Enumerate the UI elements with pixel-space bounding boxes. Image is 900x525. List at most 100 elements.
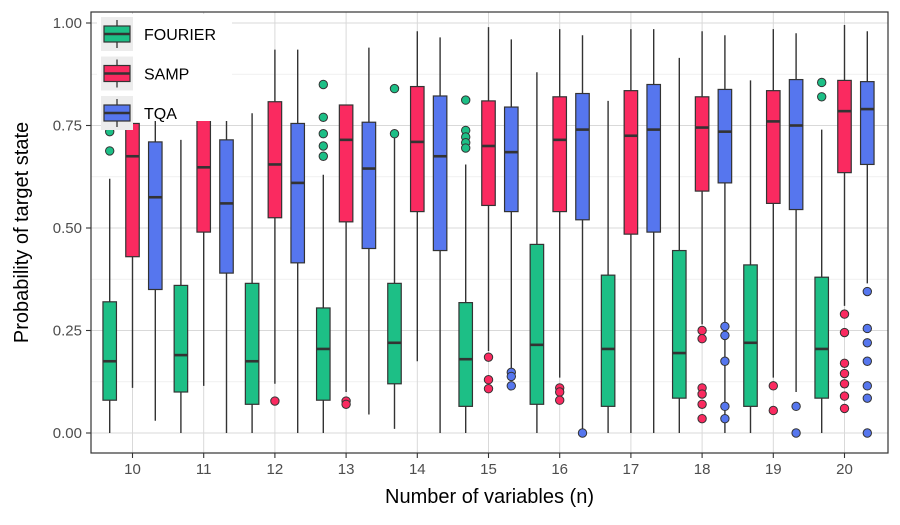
box-body bbox=[859, 81, 875, 166]
box-samp-18 bbox=[694, 31, 710, 424]
box-body bbox=[290, 122, 306, 264]
box-body bbox=[102, 301, 118, 401]
box-samp-14 bbox=[409, 31, 425, 362]
category-group-14 bbox=[387, 31, 448, 433]
category-group-17 bbox=[600, 29, 662, 433]
x-tick-label: 19 bbox=[765, 461, 782, 478]
box-body bbox=[315, 307, 331, 401]
box-body bbox=[529, 243, 545, 405]
outlier-point bbox=[318, 112, 328, 123]
outlier-point bbox=[720, 321, 730, 332]
x-tick-label: 10 bbox=[124, 461, 141, 478]
outlier-point bbox=[839, 368, 850, 379]
x-tick-label: 18 bbox=[694, 461, 711, 478]
category-group-19 bbox=[743, 29, 804, 438]
outlier-point bbox=[697, 325, 707, 336]
box-body bbox=[743, 264, 758, 407]
outlier-point bbox=[506, 381, 516, 391]
outlier-point bbox=[791, 401, 801, 412]
box-samp-17 bbox=[623, 29, 639, 433]
outlier-point bbox=[318, 129, 328, 139]
legend-item-tqa: TQA bbox=[101, 96, 177, 130]
legend-label: FOURIER bbox=[144, 27, 216, 44]
outlier-point bbox=[555, 395, 565, 405]
outlier-point bbox=[862, 381, 872, 391]
x-tick-label: 13 bbox=[338, 461, 355, 478]
box-body bbox=[432, 95, 448, 252]
outlier-point bbox=[839, 327, 850, 338]
box-body bbox=[575, 92, 590, 221]
box-body bbox=[458, 302, 474, 407]
box-body bbox=[503, 106, 519, 213]
outlier-point bbox=[817, 77, 827, 88]
outlier-point bbox=[839, 403, 850, 414]
outlier-point bbox=[389, 83, 400, 94]
panel-border bbox=[90, 11, 889, 454]
box-fourier-15 bbox=[458, 95, 474, 433]
box-fourier-13 bbox=[315, 79, 331, 433]
outlier-point bbox=[461, 143, 471, 153]
outlier-point bbox=[839, 391, 850, 401]
outlier-point bbox=[720, 401, 730, 412]
box-fourier-14 bbox=[387, 83, 402, 429]
box-body bbox=[244, 282, 260, 405]
category-group-20 bbox=[814, 25, 875, 438]
box-fourier-12 bbox=[244, 113, 260, 433]
box-samp-19 bbox=[765, 29, 781, 416]
box-body bbox=[837, 79, 852, 174]
outlier-point bbox=[555, 387, 565, 397]
box-body bbox=[481, 100, 496, 207]
box-fourier-20 bbox=[814, 77, 830, 433]
category-group-15 bbox=[458, 27, 519, 433]
outlier-point bbox=[483, 352, 494, 362]
outlier-point bbox=[791, 428, 801, 438]
outlier-point bbox=[768, 405, 778, 416]
outlier-point bbox=[720, 330, 730, 341]
outlier-point bbox=[697, 389, 707, 399]
y-tick-label: 0.25 bbox=[53, 323, 82, 340]
box-body bbox=[409, 85, 425, 213]
outlier-point bbox=[862, 428, 872, 438]
category-group-12 bbox=[244, 49, 306, 433]
legend-item-fourier: FOURIER bbox=[101, 17, 216, 51]
outlier-point bbox=[720, 356, 730, 366]
x-tick-label: 15 bbox=[480, 461, 497, 478]
outlier-point bbox=[862, 286, 872, 297]
box-tqa-15 bbox=[503, 39, 519, 391]
box-body bbox=[671, 249, 687, 399]
box-samp-13 bbox=[338, 104, 354, 409]
outlier-point bbox=[862, 393, 872, 403]
box-layer bbox=[102, 25, 875, 438]
outlier-point bbox=[506, 371, 516, 382]
box-fourier-16 bbox=[529, 72, 545, 433]
legend: FOURIER SAMP TQA bbox=[97, 14, 232, 130]
box-body bbox=[125, 122, 140, 258]
outlier-point bbox=[862, 356, 872, 366]
box-body bbox=[646, 83, 662, 233]
box-body bbox=[387, 282, 402, 385]
box-body bbox=[552, 96, 568, 213]
outlier-point bbox=[697, 334, 707, 344]
box-tqa-20 bbox=[859, 31, 875, 438]
box-body bbox=[623, 90, 639, 235]
category-group-16 bbox=[529, 29, 590, 438]
outlier-point bbox=[270, 396, 280, 406]
legend-label: SAMP bbox=[144, 67, 189, 84]
outlier-point bbox=[862, 338, 872, 348]
box-tqa-13 bbox=[361, 47, 377, 415]
outlier-point bbox=[483, 384, 494, 394]
box-body bbox=[814, 276, 830, 399]
y-tick-label: 0.75 bbox=[53, 118, 82, 135]
box-tqa-14 bbox=[432, 37, 448, 433]
outlier-point bbox=[862, 323, 872, 334]
x-tick-label: 11 bbox=[196, 461, 212, 478]
category-group-18 bbox=[671, 31, 733, 433]
x-tick-label: 17 bbox=[623, 461, 640, 478]
box-body bbox=[338, 104, 354, 223]
box-body bbox=[196, 118, 212, 233]
box-tqa-12 bbox=[290, 49, 306, 433]
y-tick-label: 1.00 bbox=[53, 15, 82, 32]
x-tick-label: 16 bbox=[551, 461, 568, 478]
box-fourier-18 bbox=[671, 57, 687, 433]
